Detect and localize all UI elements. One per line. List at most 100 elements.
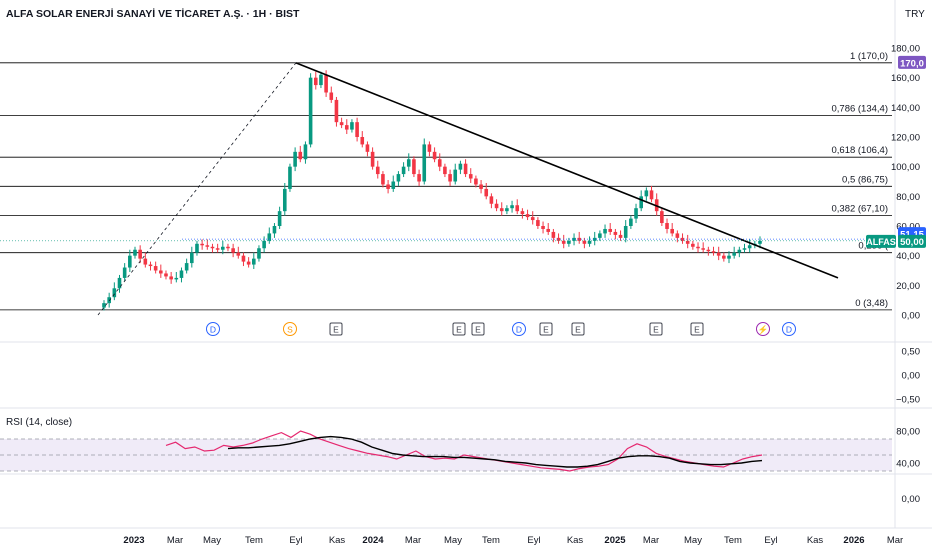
rsi-title: RSI (14, close) bbox=[6, 417, 72, 428]
time-axis-label: 2024 bbox=[362, 535, 384, 546]
price-tick-label: 20,00 bbox=[896, 281, 920, 292]
candle-body bbox=[334, 99, 339, 123]
candle-body bbox=[494, 203, 499, 209]
earnings-event-icon[interactable] bbox=[471, 322, 485, 336]
dashed-trend-line bbox=[97, 62, 297, 316]
trend-lines bbox=[0, 62, 892, 316]
candle-body bbox=[732, 252, 736, 256]
candle-body bbox=[251, 258, 256, 265]
candlestick-series bbox=[102, 70, 762, 311]
candle-body bbox=[221, 246, 225, 250]
earnings-event-icon[interactable] bbox=[649, 322, 663, 336]
event-marker-symbol: D bbox=[210, 324, 216, 334]
time-axis-label: May bbox=[203, 535, 221, 546]
candle-body bbox=[629, 218, 633, 226]
earnings-event-icon[interactable] bbox=[329, 322, 343, 336]
time-axis-label: Mar bbox=[167, 535, 183, 546]
time-axis-label: Mar bbox=[887, 535, 903, 546]
candle-body bbox=[350, 122, 354, 130]
candle-body bbox=[592, 237, 597, 241]
candle-body bbox=[546, 228, 551, 232]
event-marker-symbol: ⚡ bbox=[758, 324, 769, 335]
candle-body bbox=[448, 174, 452, 182]
event-markers[interactable]: D S E E E D E E E E ⚡ D bbox=[206, 322, 796, 336]
time-axis-label: Eyl bbox=[764, 535, 777, 546]
chart-title: ALFA SOLAR ENERJİ SANAYİ VE TİCARET A.Ş.… bbox=[6, 7, 300, 20]
split-event-icon[interactable] bbox=[283, 322, 297, 336]
candle-body bbox=[706, 249, 711, 252]
candle-body bbox=[577, 237, 582, 241]
symbol-label: ALFAS bbox=[866, 237, 896, 247]
candle-body bbox=[758, 240, 762, 244]
candle-body bbox=[427, 144, 432, 152]
time-axis-label: 2025 bbox=[604, 535, 626, 546]
rsi-panel: RSI (14, close) 80,00 40,00 bbox=[0, 417, 920, 472]
candle-body bbox=[623, 226, 628, 238]
event-marker-symbol: E bbox=[333, 324, 339, 334]
candle-body bbox=[381, 174, 385, 185]
price-tick-label: 180,00 bbox=[891, 44, 920, 55]
candle-body bbox=[148, 264, 153, 267]
candle-body bbox=[195, 243, 199, 253]
earnings-event-icon[interactable] bbox=[690, 322, 704, 336]
candle-body bbox=[685, 240, 690, 244]
currency-label[interactable]: TRY bbox=[905, 9, 925, 20]
event-marker-symbol: E bbox=[653, 324, 659, 334]
time-axis-label: Kas bbox=[567, 535, 584, 546]
candle-body bbox=[308, 77, 313, 145]
time-axis-label: 2026 bbox=[843, 535, 864, 546]
candle-body bbox=[603, 228, 607, 234]
candle-body bbox=[530, 217, 535, 221]
price-tick-label: 80,00 bbox=[896, 192, 920, 203]
time-axis-label: May bbox=[684, 535, 702, 546]
rsi-moving-average-line bbox=[227, 435, 763, 468]
earnings-event-icon[interactable] bbox=[571, 322, 585, 336]
candle-body bbox=[257, 248, 261, 259]
candle-body bbox=[644, 190, 649, 197]
rsi-tick-label: 80,00 bbox=[896, 427, 920, 438]
time-axis-label: Tem bbox=[724, 535, 742, 546]
event-marker-symbol: S bbox=[287, 324, 293, 334]
candle-body bbox=[727, 255, 731, 259]
candle-body bbox=[437, 159, 442, 167]
candle-body bbox=[463, 163, 468, 175]
time-axis-label: May bbox=[444, 535, 462, 546]
candle-body bbox=[515, 205, 520, 212]
candle-body bbox=[618, 234, 623, 238]
event-marker-symbol: E bbox=[694, 324, 700, 334]
candle-body bbox=[536, 220, 540, 226]
dividend-event-icon[interactable] bbox=[206, 322, 220, 336]
news-event-icon[interactable] bbox=[756, 322, 770, 336]
candle-body bbox=[453, 169, 458, 182]
earnings-event-icon[interactable] bbox=[452, 322, 466, 336]
candle-body bbox=[422, 144, 427, 182]
candle-body bbox=[711, 251, 716, 253]
candle-body bbox=[174, 277, 179, 280]
candle-body bbox=[742, 248, 747, 250]
time-axis[interactable]: 2023 Mar May Tem Eyl Kas 2024 Mar May Tem Eyl Kas 20… bbox=[123, 535, 903, 546]
candle-body bbox=[484, 188, 489, 197]
candle-body bbox=[143, 258, 148, 265]
candle-body bbox=[179, 270, 184, 278]
earnings-event-icon[interactable] bbox=[539, 322, 553, 336]
candle-body bbox=[412, 159, 416, 175]
price-tick-label: 100,00 bbox=[891, 162, 920, 173]
dividend-event-icon[interactable] bbox=[512, 322, 526, 336]
time-axis-label: 2023 bbox=[123, 535, 144, 546]
candle-body bbox=[608, 228, 613, 232]
candle-body bbox=[153, 266, 158, 271]
fib-level-label: 0,786 (134,4) bbox=[831, 104, 888, 115]
price-axis[interactable]: 180,00 160,00 140,00 120,00 100,00 80,00 60,00… bbox=[891, 44, 920, 322]
candle-body bbox=[293, 151, 297, 167]
candle-body bbox=[737, 249, 742, 253]
candle-body bbox=[474, 178, 478, 185]
candle-body bbox=[133, 249, 137, 256]
candle-body bbox=[572, 237, 576, 241]
time-axis-label: Kas bbox=[329, 535, 346, 546]
price-tick-label: 140,00 bbox=[891, 103, 920, 114]
candle-body bbox=[639, 196, 643, 209]
candle-body bbox=[282, 188, 287, 212]
candle-body bbox=[272, 226, 277, 234]
dividend-event-icon[interactable] bbox=[782, 322, 796, 336]
